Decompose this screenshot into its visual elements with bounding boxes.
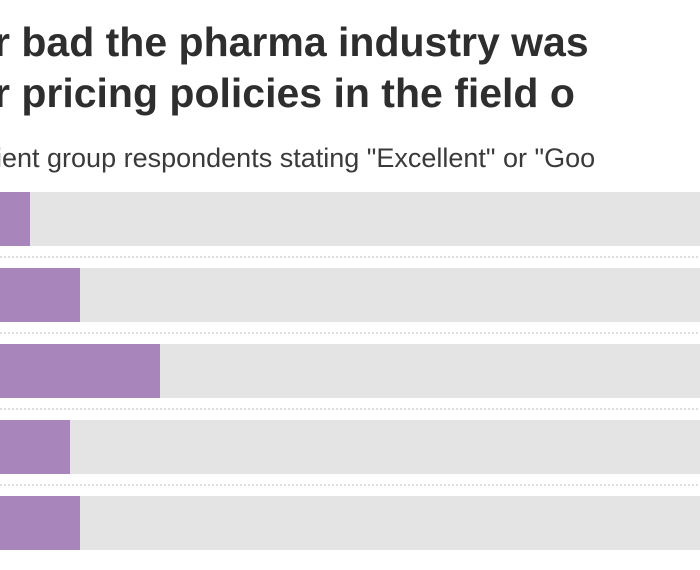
bar-track bbox=[0, 268, 700, 322]
chart-subtitle: ient group respondents stating "Excellen… bbox=[0, 143, 595, 173]
chart-title: r pricing policies in the field o bbox=[0, 70, 575, 116]
bar bbox=[0, 192, 30, 246]
chart-title: r bad the pharma industry was bbox=[0, 19, 589, 65]
bar bbox=[0, 344, 160, 398]
bar bbox=[0, 496, 80, 550]
bar-track bbox=[0, 496, 700, 550]
bar-track bbox=[0, 420, 700, 474]
bar-track bbox=[0, 192, 700, 246]
bar bbox=[0, 420, 70, 474]
bar bbox=[0, 268, 80, 322]
